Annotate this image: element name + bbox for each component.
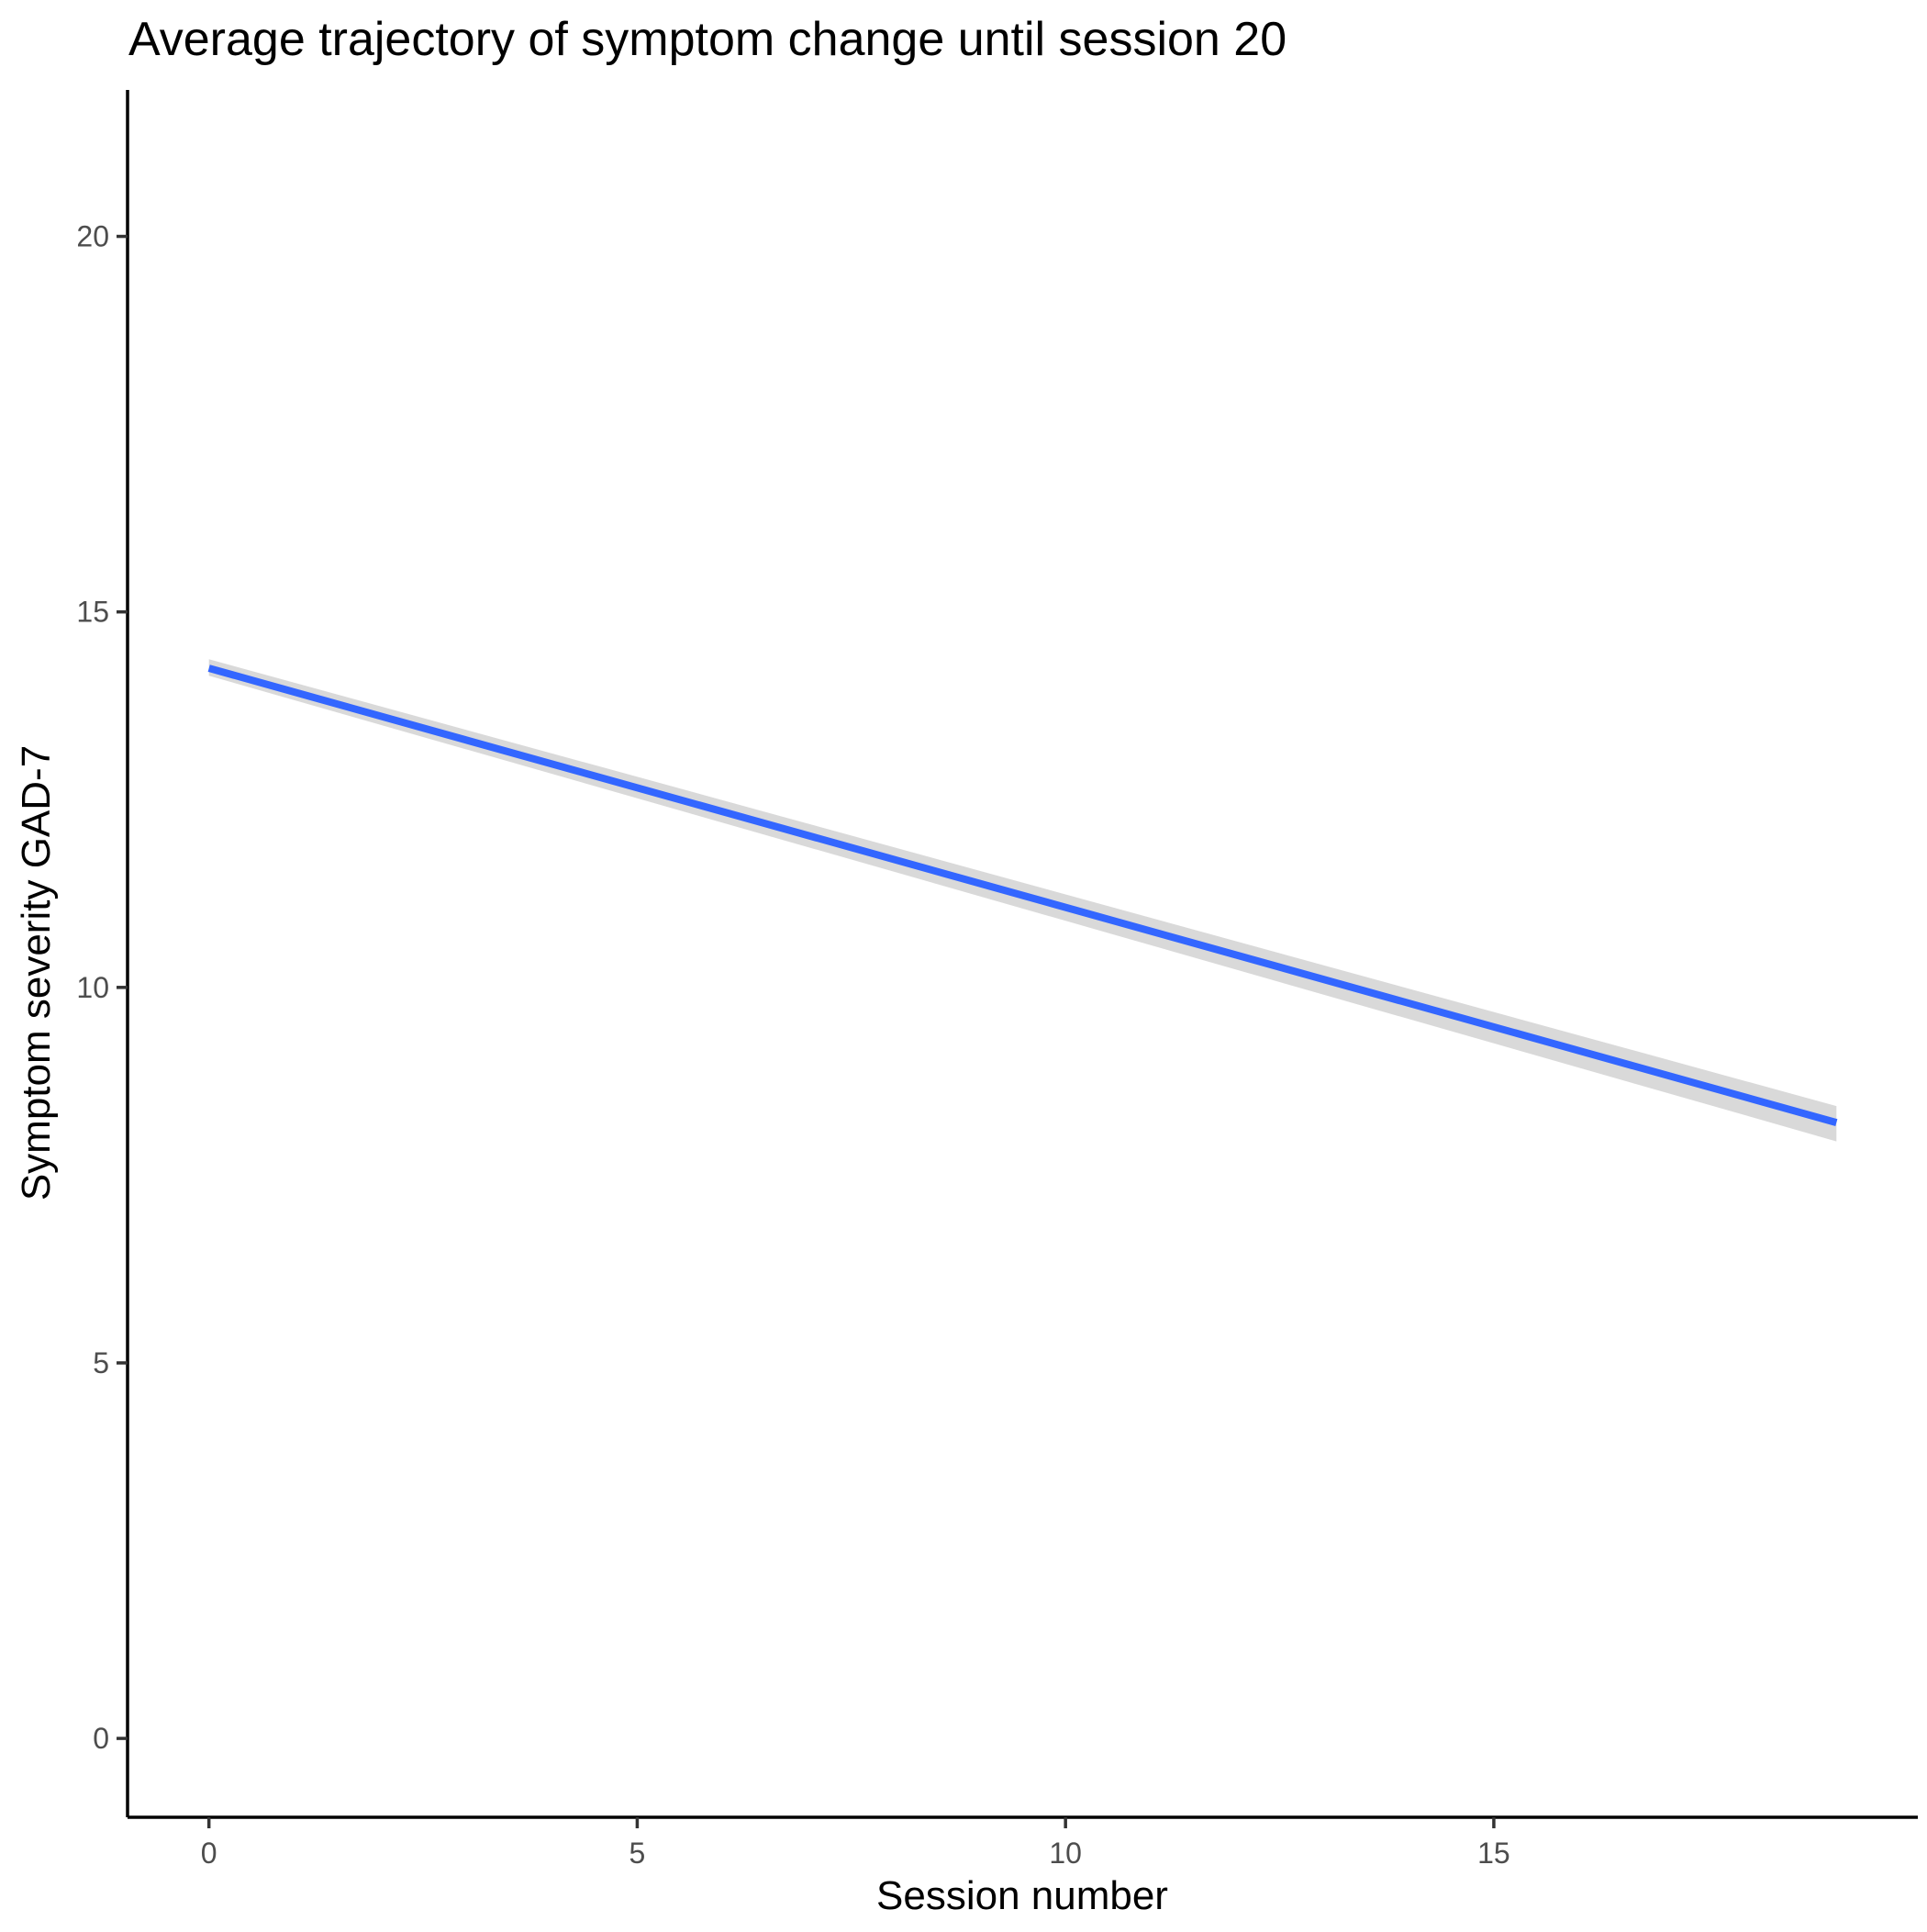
y-tick-label: 15 xyxy=(76,596,109,629)
x-tick-label: 5 xyxy=(629,1837,646,1870)
x-tick-label: 15 xyxy=(1477,1837,1510,1870)
x-tick-label: 0 xyxy=(201,1837,217,1870)
confidence-band-layer xyxy=(208,659,1837,1142)
series-line-0 xyxy=(207,664,1838,1126)
chart-title: Average trajectory of symptom change unt… xyxy=(128,13,1287,66)
ticks: 0 5 10 15 0 5 10 15 20 xyxy=(76,220,1509,1870)
y-tick-label: 10 xyxy=(76,971,109,1004)
axes xyxy=(126,90,1918,1819)
confidence-band-0 xyxy=(208,659,1837,1142)
x-axis-title: Session number xyxy=(876,1873,1168,1918)
x-tick-label: 10 xyxy=(1049,1837,1082,1870)
y-tick-label: 5 xyxy=(93,1346,109,1379)
series-line-layer xyxy=(207,664,1838,1126)
y-axis-title: Symptom severity GAD-7 xyxy=(14,745,59,1201)
y-tick-label: 20 xyxy=(76,220,109,253)
y-tick-label: 0 xyxy=(93,1722,109,1755)
